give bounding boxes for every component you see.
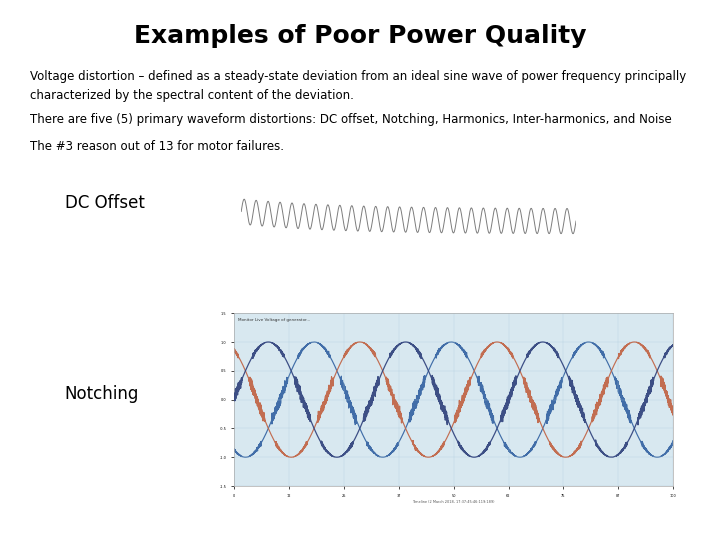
Text: Voltage distortion – defined as a steady-state deviation from an ideal sine wave: Voltage distortion – defined as a steady… [30, 70, 686, 102]
Text: Timeline (2 March 2018, 17:37:45:46:119:189): Timeline (2 March 2018, 17:37:45:46:119:… [413, 501, 495, 504]
Text: Monitor Live Voltage of generator...: Monitor Live Voltage of generator... [238, 318, 310, 322]
Text: Examples of Poor Power Quality: Examples of Poor Power Quality [134, 24, 586, 48]
Text: There are five (5) primary waveform distortions: DC offset, Notching, Harmonics,: There are five (5) primary waveform dist… [30, 113, 672, 126]
Text: DC Offset: DC Offset [65, 193, 145, 212]
Text: Notching: Notching [65, 385, 139, 403]
Text: The #3 reason out of 13 for motor failures.: The #3 reason out of 13 for motor failur… [30, 140, 284, 153]
